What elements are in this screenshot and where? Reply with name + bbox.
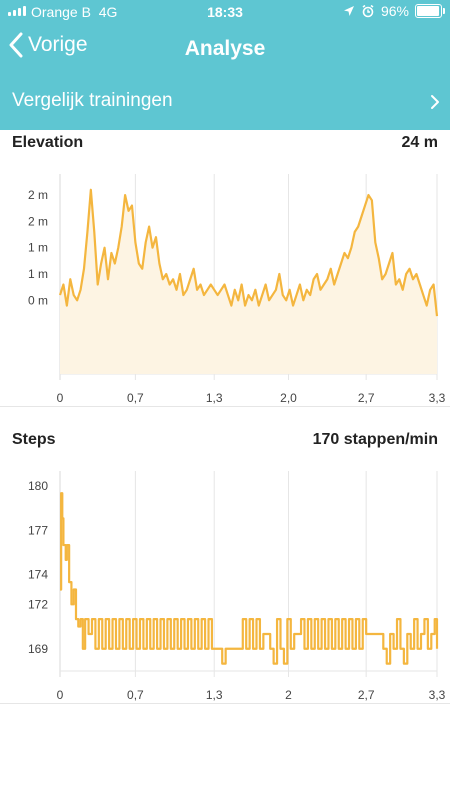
compare-trainings-label: Vergelijk trainingen: [12, 90, 173, 111]
y-tick-label: 2 m: [28, 214, 48, 228]
battery-percent: 96%: [380, 3, 409, 19]
y-tick-label: 177: [28, 523, 48, 537]
steps-line: [60, 492, 439, 665]
alarm-icon: [362, 4, 374, 18]
elevation-area: [60, 189, 437, 374]
divider: [0, 406, 450, 407]
x-tick-label: 2,0: [280, 391, 297, 405]
elevation-value: 24 m: [401, 134, 438, 151]
x-tick-label: 1,3: [206, 391, 223, 405]
location-icon: [343, 6, 354, 16]
y-tick-label: 172: [28, 597, 48, 611]
compare-trainings-row[interactable]: Vergelijk trainingen: [0, 76, 450, 130]
network-label: 4G: [98, 4, 118, 20]
back-button[interactable]: Vorige: [8, 32, 88, 58]
battery-icon: [415, 4, 445, 18]
divider: [0, 703, 450, 704]
steps-chart: 180 177 174 172 169 0 0,7 1,3 2 2,7 3,3: [28, 471, 446, 702]
back-label: Vorige: [28, 33, 88, 56]
x-tick-label: 3,3: [429, 391, 446, 405]
elevation-card: Elevation 24 m 2 m 2 m 1 m 1 m 0 m 0 0,7 1,3 2,0…: [0, 130, 450, 406]
x-tick-label: 0: [57, 391, 64, 405]
steps-title: Steps: [12, 431, 56, 448]
chevron-left-icon: [9, 32, 23, 58]
x-tick-label: 2,7: [358, 688, 375, 702]
x-tick-label: 0,7: [127, 391, 144, 405]
x-tick-label: 2,7: [358, 391, 375, 405]
x-tick-label: 2: [285, 688, 292, 702]
y-tick-label: 174: [28, 568, 48, 582]
elevation-chart: 2 m 2 m 1 m 1 m 0 m 0 0,7 1,3 2,0 2,7 3,3: [28, 174, 446, 405]
signal-icon: [8, 6, 26, 16]
y-tick-label: 180: [28, 479, 48, 493]
clock: 18:33: [207, 4, 243, 20]
y-tick-label: 169: [28, 642, 48, 656]
status-bar: Orange B 4G 18:33 96%: [0, 0, 450, 24]
x-tick-label: 0,7: [127, 688, 144, 702]
steps-value: 170 stappen/min: [312, 431, 438, 448]
x-tick-label: 1,3: [206, 688, 223, 702]
elevation-title: Elevation: [12, 134, 84, 151]
chevron-right-icon: [431, 95, 439, 109]
carrier-label: Orange B 4G: [31, 4, 118, 20]
y-tick-label: 0 m: [28, 293, 48, 307]
navigation-bar: Vorige Analyse: [0, 24, 450, 76]
y-tick-label: 2 m: [28, 188, 48, 202]
y-tick-label: 1 m: [28, 267, 48, 281]
steps-card: Steps 170 stappen/min 180 177 174 172 169 0 0,…: [0, 427, 450, 703]
x-tick-label: 3,3: [429, 688, 446, 702]
y-tick-label: 1 m: [28, 241, 48, 255]
x-tick-label: 0: [57, 688, 64, 702]
elevation-line: [58, 188, 439, 317]
